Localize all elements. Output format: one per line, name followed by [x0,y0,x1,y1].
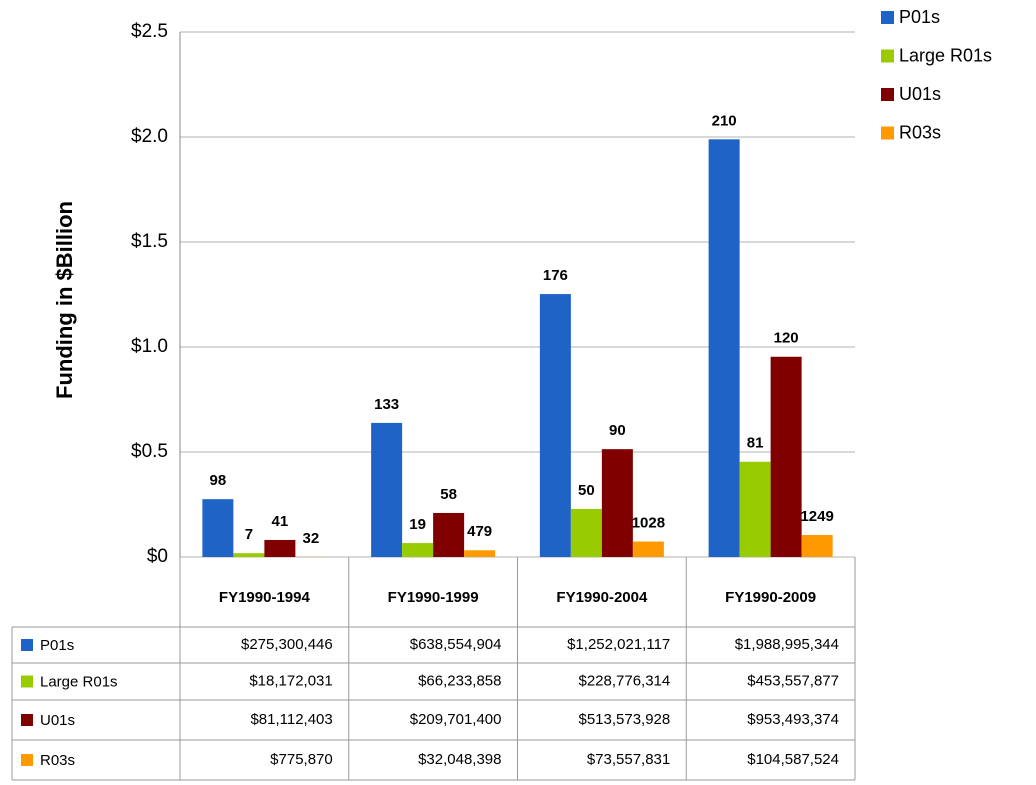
bar [402,543,434,557]
table-cell: $209,701,400 [410,711,502,728]
bar [708,139,740,557]
table-cell: $1,988,995,344 [735,636,839,653]
bar [371,422,403,557]
y-tick-label: $0 [147,546,168,567]
count-label: 90 [609,422,626,439]
count-label: 1249 [800,508,833,525]
bar [801,535,833,557]
count-label: 210 [712,112,737,129]
bar [770,356,802,557]
y-axis-title: Funding in $Billion [52,201,77,399]
count-label: 120 [774,330,799,347]
count-label: 41 [272,513,289,530]
table-cell: $104,587,524 [747,751,839,768]
table-cell: $953,493,374 [747,711,839,728]
y-tick-label: $1.0 [131,336,168,357]
table-cell: $228,776,314 [578,672,670,689]
bar [233,553,265,557]
bar [433,512,465,557]
count-label: 98 [210,472,227,489]
legend-swatch [881,88,894,101]
bar [632,541,664,557]
x-tick-label: FY1990-1994 [219,589,311,606]
legend-swatch [881,49,894,63]
table-row-label: R03s [40,752,75,769]
table-swatch [21,639,33,651]
table-cell: $1,252,021,117 [567,636,670,653]
y-tick-label: $2.0 [131,126,168,147]
x-tick-label: FY1990-2004 [556,589,648,606]
count-label: 50 [578,482,595,499]
table-cell: $32,048,398 [418,751,501,768]
x-tick-label: FY1990-1999 [388,589,479,606]
count-label: 81 [747,435,764,452]
count-label: 1028 [632,515,665,532]
table-cell: $275,300,446 [241,636,333,653]
bar [539,294,571,557]
bar [570,508,602,557]
count-label: 176 [543,267,568,284]
count-label: 19 [409,516,426,533]
bar [264,539,296,557]
count-label: 479 [467,523,492,540]
legend-swatch [881,126,894,140]
bar [739,461,771,557]
table-cell: $73,557,831 [587,751,670,768]
bar [202,499,234,557]
legend-label: U01s [899,84,941,104]
legend-label: R03s [899,122,941,142]
table-row-label: Large R01s [40,673,118,690]
legend-swatch [881,11,894,24]
table-cell: $18,172,031 [249,672,332,689]
table-swatch [21,714,33,726]
y-tick-label: $2.5 [131,21,168,42]
legend-label: P01s [899,7,940,27]
table-cell: $453,557,877 [747,672,839,689]
y-tick-label: $1.5 [131,231,168,252]
legend-label: Large R01s [899,45,992,65]
count-label: 58 [440,486,457,503]
bar [464,550,496,557]
y-tick-label: $0.5 [131,441,168,462]
table-cell: $81,112,403 [250,711,332,728]
table-cell: $638,554,904 [410,636,502,653]
table-cell: $513,573,928 [578,711,670,728]
table-swatch [21,754,33,766]
bar [601,449,633,557]
table-cell: $66,233,858 [418,672,501,689]
table-row-label: P01s [40,637,74,654]
table-swatch [21,675,33,688]
table-cell: $775,870 [270,751,333,768]
table-row-label: U01s [40,712,75,729]
count-label: 133 [374,396,399,413]
count-label: 7 [245,526,253,543]
x-tick-label: FY1990-2009 [725,589,816,606]
count-label: 32 [303,530,320,547]
